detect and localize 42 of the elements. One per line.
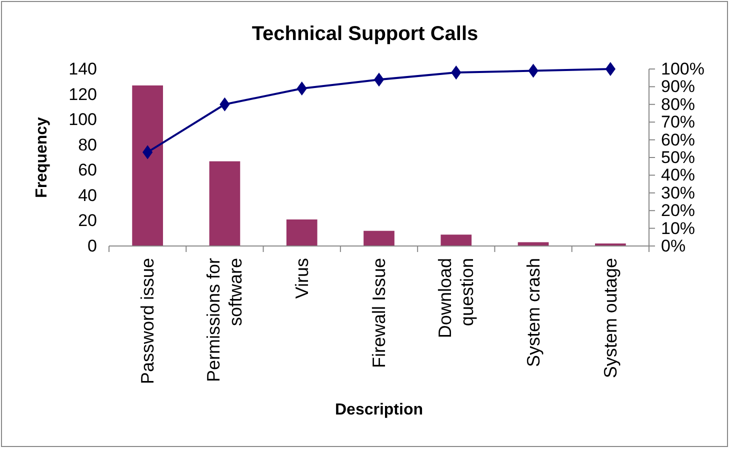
point [606, 62, 616, 76]
y2-tick-label: 20% [661, 201, 696, 220]
point [142, 146, 152, 159]
y-tick-label: 100 [68, 110, 97, 130]
point [296, 82, 307, 96]
x-tick-label: System outage [600, 258, 620, 378]
y-tick-label: 0 [88, 236, 97, 256]
y2-tick-label: 90% [661, 77, 696, 96]
bar [364, 230, 394, 246]
y2-tick-label: 80% [661, 94, 696, 114]
bar [209, 161, 240, 246]
y2-tick-label: 0% [661, 236, 686, 256]
y-tick-label: 140 [68, 60, 97, 78]
y2-tick-label: 60% [661, 130, 696, 150]
point [528, 64, 538, 78]
y-tick-label: 120 [68, 84, 97, 104]
y-tick-label: 40 [78, 186, 97, 205]
x-axis-title: Description [334, 402, 424, 418]
x-tick-label: Firewall Issue [369, 258, 389, 368]
y2-tick-label: 40% [661, 166, 696, 185]
y2-tick-label: 10% [661, 218, 696, 238]
point [451, 66, 462, 80]
y2-tick-label: 70% [661, 112, 696, 132]
y2-tick-label: 100% [661, 60, 704, 78]
x-tick-label: System crash [523, 258, 544, 368]
x-tick-label: Download question [435, 258, 478, 338]
x-tick-label: Password issue [138, 258, 158, 384]
y-tick-label: 60 [78, 160, 97, 180]
bar [132, 85, 163, 246]
bar [518, 242, 549, 246]
y-tick-label: 80 [78, 135, 97, 154]
point [220, 98, 230, 111]
y-tick-label: 20 [78, 211, 97, 230]
x-tick-label: Permissions for software [204, 258, 246, 382]
y-axis-title: Frequency [34, 116, 50, 198]
y2-tick-label: 30% [661, 183, 696, 202]
x-tick-label: Virus [292, 258, 312, 299]
point [374, 73, 384, 86]
chart-title: Technical Support Calls [252, 23, 478, 45]
bar [440, 234, 472, 246]
bar [286, 219, 318, 246]
y2-tick-label: 50% [661, 148, 696, 167]
